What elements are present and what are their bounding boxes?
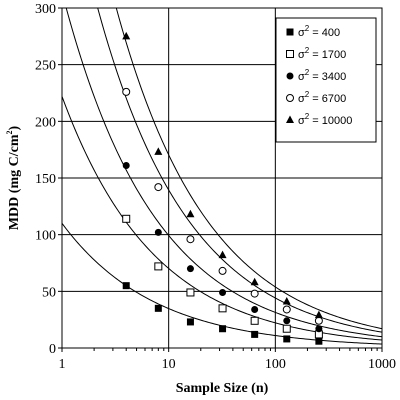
data-point <box>283 335 291 343</box>
data-point <box>250 277 259 286</box>
x-tick-label: 1 <box>59 357 66 372</box>
data-point <box>154 183 163 192</box>
y-tick-label: 50 <box>42 285 56 300</box>
x-tick-label: 10 <box>162 357 176 372</box>
legend-sigma: σ <box>298 71 305 83</box>
y-tick-label: 100 <box>35 229 56 244</box>
y-axis-ticks: 0 50 100 150 200 250 300 <box>35 2 62 357</box>
data-point <box>218 266 227 275</box>
y-axis-title-sup: 2 <box>5 131 14 135</box>
legend-sigma: σ <box>298 27 305 39</box>
data-point <box>314 316 323 325</box>
legend-marker <box>286 50 294 58</box>
data-point <box>186 235 195 244</box>
x-tick-label: 1000 <box>368 357 396 372</box>
y-tick-label: 200 <box>35 115 56 130</box>
legend-value: = 3400 <box>309 71 346 83</box>
legend-sup: 2 <box>305 46 310 55</box>
y-tick-label: 0 <box>49 342 56 357</box>
data-point <box>154 262 163 271</box>
data-point <box>219 325 227 333</box>
y-tick-label: 300 <box>35 2 56 17</box>
data-point <box>154 304 162 312</box>
legend-sigma: σ <box>298 115 305 127</box>
x-axis-ticks: 1 10 100 1000 <box>59 348 396 372</box>
x-axis-title: Sample Size (n) <box>176 381 269 396</box>
legend-sigma: σ <box>298 49 305 61</box>
data-point <box>122 214 131 223</box>
data-point <box>218 304 227 313</box>
data-point <box>186 318 194 326</box>
y-tick-label: 150 <box>35 172 56 187</box>
legend-value: = 400 <box>309 27 340 39</box>
data-point <box>186 265 194 273</box>
legend-sigma: σ <box>298 93 305 105</box>
legend-value: = 10000 <box>309 115 352 127</box>
data-point <box>315 325 323 333</box>
data-point <box>154 228 162 236</box>
data-point <box>282 324 291 333</box>
data-point <box>186 288 195 297</box>
legend-label: σ2 = 3400 <box>298 68 346 83</box>
data-point <box>250 289 259 298</box>
legend-marker <box>286 72 294 80</box>
data-point <box>122 31 131 40</box>
fit-curve <box>115 8 382 330</box>
legend-sup: 2 <box>305 112 310 121</box>
data-point <box>282 305 291 314</box>
data-point <box>251 305 259 313</box>
fit-curve <box>65 8 382 338</box>
legend-sup: 2 <box>305 24 310 33</box>
data-point <box>186 209 195 218</box>
data-point <box>315 337 323 345</box>
legend-value: = 1700 <box>309 49 346 61</box>
y-axis-title: MDD (mg C/cm2) <box>5 126 22 231</box>
y-tick-label: 250 <box>35 59 56 74</box>
data-point <box>219 288 227 296</box>
data-point <box>283 317 291 325</box>
fit-curves <box>62 8 382 345</box>
fit-curve <box>62 96 382 341</box>
data-point <box>122 87 131 96</box>
legend-value: = 6700 <box>309 93 346 105</box>
legend-label: σ2 = 1700 <box>298 46 346 61</box>
legend-label: σ2 = 10000 <box>298 112 352 127</box>
data-point <box>282 297 291 305</box>
data-point <box>218 250 227 259</box>
legend-marker <box>286 115 294 123</box>
data-point <box>314 310 323 319</box>
legend-sup: 2 <box>305 68 310 77</box>
data-point <box>122 162 130 170</box>
data-point <box>251 330 259 338</box>
data-point <box>122 282 130 290</box>
y-axis-title-main: MDD (mg C/cm <box>7 134 22 230</box>
legend-label: σ2 = 400 <box>298 24 340 39</box>
legend-label: σ2 = 6700 <box>298 90 346 105</box>
data-point <box>154 147 163 155</box>
data-point <box>250 316 259 325</box>
legend-sup: 2 <box>305 90 310 99</box>
legend-marker <box>286 94 294 102</box>
fit-curve <box>97 8 382 333</box>
data-points <box>122 31 323 345</box>
y-axis-title-end: ) <box>7 126 22 131</box>
legend-marker <box>286 28 294 36</box>
x-tick-label: 100 <box>265 357 286 372</box>
